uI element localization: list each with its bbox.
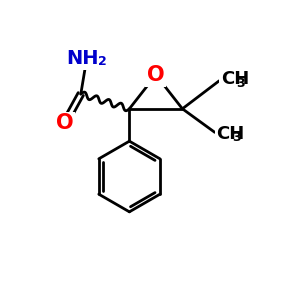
Text: CH: CH xyxy=(216,125,244,143)
Text: 3: 3 xyxy=(232,131,241,144)
Text: O: O xyxy=(56,113,74,134)
Text: 2: 2 xyxy=(98,55,106,68)
Text: O: O xyxy=(147,65,165,85)
Text: 3: 3 xyxy=(236,77,245,90)
Text: CH: CH xyxy=(221,70,249,88)
Text: NH: NH xyxy=(66,49,98,68)
